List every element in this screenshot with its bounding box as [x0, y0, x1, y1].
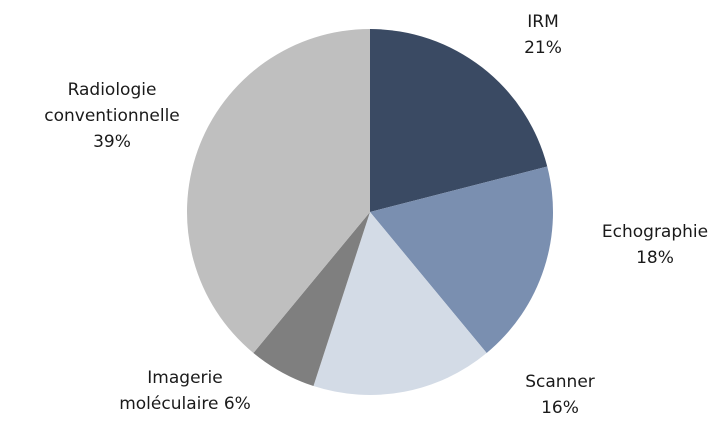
slice-label: Imagerie moléculaire 6% [110, 365, 260, 417]
slice-label: Radiologie conventionnelle 39% [12, 77, 212, 155]
slice-label: IRM 21% [483, 9, 603, 61]
pie-slice [370, 29, 548, 212]
slice-label: Echographie 18% [585, 219, 724, 271]
pie-slice [370, 166, 553, 354]
slice-label: Scanner 16% [500, 369, 620, 421]
pie-slice [313, 212, 487, 395]
category-label: Radiologie conventionnelle [44, 80, 180, 126]
value-label: 18% [636, 248, 674, 268]
category-label: Echographie [601, 222, 709, 242]
category-label: IRM [527, 12, 559, 32]
value-label: 21% [524, 38, 562, 58]
pie-slice [253, 212, 370, 387]
category-label: Scanner [525, 372, 595, 392]
value-label: 39% [93, 132, 131, 152]
value-label: 16% [541, 398, 579, 418]
pie-slice [187, 28, 370, 354]
category-label: Imagerie moléculaire [119, 368, 223, 414]
value-label: 6% [223, 394, 251, 414]
